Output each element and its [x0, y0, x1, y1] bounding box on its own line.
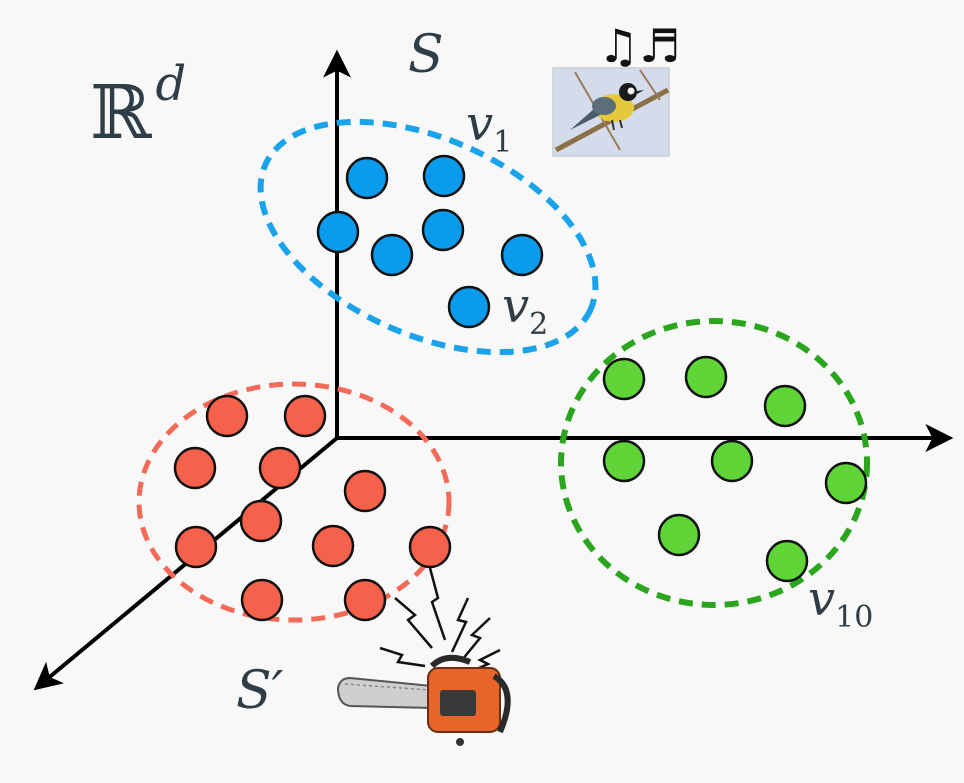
point — [602, 439, 646, 483]
point — [343, 578, 387, 622]
point — [710, 439, 754, 483]
v2-label: v2 — [502, 278, 548, 342]
cluster-s-outline — [257, 118, 599, 356]
point — [258, 446, 302, 490]
point — [205, 394, 249, 438]
cluster-v10-outline — [558, 318, 870, 608]
bird-photo-icon — [552, 67, 670, 157]
cluster-v10-points — [602, 355, 868, 583]
point — [345, 156, 389, 200]
point — [684, 355, 728, 399]
point — [408, 525, 452, 569]
point — [311, 524, 355, 568]
point — [500, 233, 544, 277]
space-label: ℝd — [90, 56, 186, 156]
cluster-s-prime-outline — [136, 381, 452, 623]
set-s-label: S — [408, 25, 444, 85]
point — [173, 446, 217, 490]
point — [602, 357, 646, 401]
point — [240, 578, 284, 622]
v10-label: v10 — [808, 571, 873, 635]
set-s-prime-label: S′ — [236, 661, 284, 721]
point — [422, 154, 466, 198]
chainsaw-icon — [336, 567, 511, 746]
point — [370, 233, 414, 277]
point — [765, 539, 809, 583]
v1-label: v1 — [466, 96, 512, 160]
point — [283, 394, 327, 438]
point — [824, 461, 868, 505]
point — [174, 525, 218, 569]
music-notes-icon: ♫♬ — [598, 19, 680, 73]
point — [421, 208, 465, 252]
point — [447, 285, 491, 329]
point — [657, 513, 701, 557]
point — [316, 210, 360, 254]
point — [763, 384, 807, 428]
cluster-s-points — [316, 154, 544, 329]
cluster-s-prime-points — [173, 394, 452, 622]
point — [239, 499, 283, 543]
point — [343, 469, 387, 513]
